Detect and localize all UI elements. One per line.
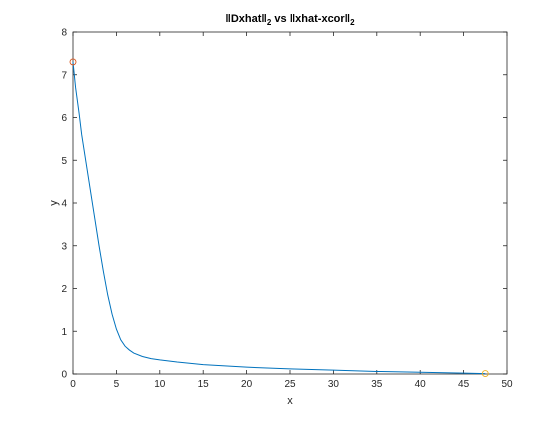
x-tick-label: 25 [284, 379, 296, 390]
title-subscript-2: 2 [350, 18, 355, 27]
y-tick-label: 8 [61, 28, 67, 39]
x-tick-label: 30 [328, 379, 340, 390]
y-tick-label: 4 [61, 199, 67, 210]
x-tick-label: 40 [415, 379, 427, 390]
title-middle: vs ‖xhat-xcor‖ [271, 13, 350, 25]
title-subscript-1: 2 [267, 18, 272, 27]
x-tick-label: 50 [501, 379, 513, 390]
y-tick-label: 0 [61, 370, 67, 381]
y-tick-label: 3 [61, 241, 67, 252]
y-tick-label: 7 [61, 70, 67, 81]
point-marker-1 [481, 370, 489, 378]
x-tick-label: 35 [371, 379, 383, 390]
x-tick-label: 15 [198, 379, 210, 390]
x-tick-label: 0 [70, 379, 76, 390]
x-tick-label: 45 [458, 379, 470, 390]
y-tick-label: 1 [61, 327, 67, 338]
y-axis: 0 1 2 3 4 5 6 7 8 [61, 28, 507, 381]
x-tick-label: 10 [154, 379, 166, 390]
x-axis: 0 5 10 15 20 25 30 35 40 45 50 [70, 32, 513, 390]
y-tick-label: 5 [61, 156, 67, 167]
y-tick-label: 6 [61, 113, 67, 124]
chart-title: ‖Dxhat‖2 vs ‖xhat-xcor‖2 [225, 13, 355, 27]
marker-layer [69, 58, 489, 378]
y-axis-label: y [48, 200, 60, 206]
point-marker-0 [69, 58, 77, 66]
plot-area [72, 31, 508, 375]
x-tick-label: 20 [241, 379, 253, 390]
x-axis-label: x [287, 395, 293, 407]
series-layer [72, 61, 486, 375]
x-tick-label: 5 [114, 379, 120, 390]
title-prefix: ‖Dxhat‖ [225, 13, 267, 25]
y-tick-label: 2 [61, 284, 67, 295]
series-line-0 [72, 61, 486, 375]
